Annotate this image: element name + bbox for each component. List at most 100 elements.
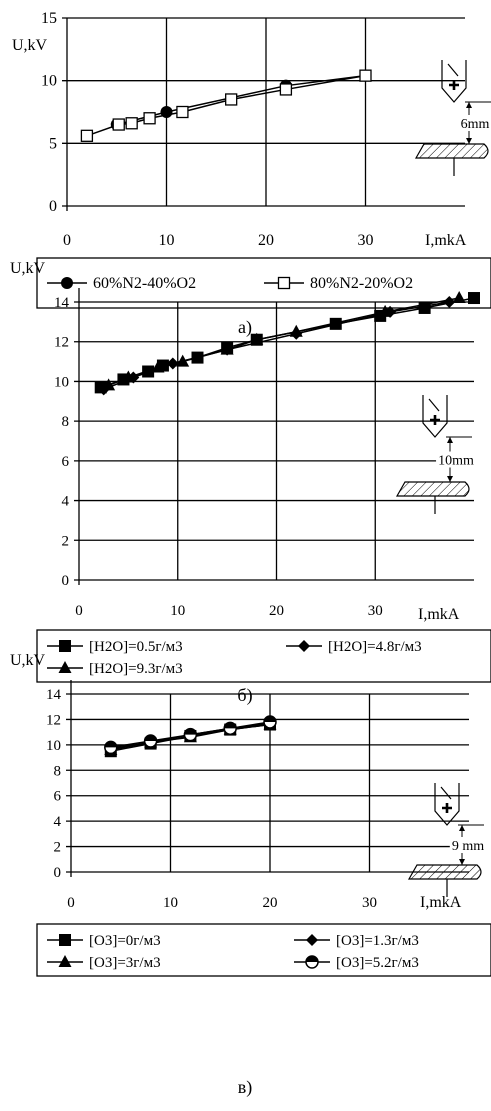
data-point <box>279 83 293 96</box>
plate-electrode <box>395 481 470 497</box>
legend: 60%N2-40%O2 80%N2-20%O2 <box>36 257 491 309</box>
data-point <box>143 734 158 748</box>
legend-label: [O3]=1.3г/м3 <box>336 933 419 949</box>
x-tick-label: 10 <box>159 232 175 249</box>
needle-electrode <box>422 395 448 438</box>
marker-fill <box>224 722 237 729</box>
x-tick-label: 30 <box>368 603 383 619</box>
x-tick-label: 30 <box>358 232 374 249</box>
data-point <box>220 342 234 355</box>
data-point <box>176 105 189 119</box>
legend-item: [O3]=3г/м3 <box>47 955 161 971</box>
y-tick-label: 0 <box>49 198 57 215</box>
x-tick-label: 0 <box>75 603 83 619</box>
panel-label: а) <box>238 317 252 338</box>
legend-marker <box>59 640 71 652</box>
data-point <box>225 93 238 106</box>
data-point <box>112 118 125 131</box>
legend-label: [O3]=0г/м3 <box>89 933 161 949</box>
y-axis-label: U,kV <box>10 260 46 277</box>
data-point <box>143 112 156 125</box>
data-point <box>378 304 392 317</box>
legend-item: [O3]=5.2г/м3 <box>294 955 419 971</box>
electrode-inset: 10mm <box>395 395 476 514</box>
legend-item: [H2O]=9.3г/м3 <box>47 661 183 677</box>
legend-marker <box>58 955 72 967</box>
needle-electrode <box>441 60 467 103</box>
y-tick-label: 10 <box>46 738 61 754</box>
y-tick-label: 4 <box>54 814 62 830</box>
legend-label: [H2O]=4.8г/м3 <box>328 639 422 655</box>
x-tick-label: 0 <box>63 232 71 249</box>
legend-item: 80%N2-20%O2 <box>264 275 413 292</box>
needle-shading <box>447 63 459 77</box>
y-tick-label: 5 <box>49 135 57 152</box>
legend-box <box>36 629 491 683</box>
gap-label-bg <box>449 837 487 853</box>
x-tick-label: 10 <box>170 603 185 619</box>
y-tick-label: 0 <box>62 573 70 589</box>
tip-cross <box>449 80 459 90</box>
y-tick-label: 0 <box>54 865 62 881</box>
gap-label: 9 mm <box>452 839 484 854</box>
y-tick-label: 14 <box>54 295 70 311</box>
panel-label: в) <box>238 1077 253 1098</box>
legend: [O3]=0г/м3 [O3]=1.3г/м3 [O3]=3г/м3 [O3]=5.2… <box>36 923 491 977</box>
legend-item: [O3]=0г/м3 <box>47 933 161 949</box>
data-point <box>104 740 118 755</box>
data-point <box>125 117 138 130</box>
chart-panel-1: 0 5 10 15 0 10 20 30 U,kV I,mkA 6mm 60%N2-40%O2 80%N… <box>12 10 491 338</box>
legend-label: [H2O]=9.3г/м3 <box>89 661 183 677</box>
y-tick-label: 12 <box>54 335 69 351</box>
x-axis-label: I,mkA <box>425 232 467 249</box>
data-point <box>176 354 190 367</box>
legend-marker <box>59 934 71 946</box>
y-tick-label: 10 <box>41 73 57 90</box>
y-tick-label: 14 <box>46 687 62 703</box>
marker-fill <box>264 715 276 722</box>
legend-marker <box>61 277 73 289</box>
data-point <box>468 292 480 305</box>
data-point <box>289 324 303 337</box>
panel-label: б) <box>237 685 252 706</box>
gap-label-bg <box>458 115 491 131</box>
data-point <box>102 378 116 391</box>
needle-electrode <box>434 783 460 826</box>
data-point <box>452 291 466 304</box>
legend-item: [H2O]=4.8г/м3 <box>286 639 422 655</box>
legend-item: 60%N2-40%O2 <box>47 275 196 292</box>
data-point <box>263 715 277 729</box>
x-axis-label: I,mkA <box>418 606 460 623</box>
x-axis-label: I,mkA <box>420 894 462 911</box>
data-point <box>223 721 237 736</box>
y-tick-label: 6 <box>62 454 70 470</box>
y-axis-label: U,kV <box>12 37 48 54</box>
y-tick-label: 2 <box>54 840 62 856</box>
y-tick-label: 12 <box>46 712 61 728</box>
legend-marker <box>298 640 310 652</box>
y-tick-label: 2 <box>62 533 70 549</box>
legend-marker <box>58 661 72 673</box>
electrode-inset: 6mm <box>414 60 491 176</box>
x-tick-label: 20 <box>263 895 278 911</box>
data-point <box>183 727 198 742</box>
legend-label: [O3]=5.2г/м3 <box>336 955 419 971</box>
y-tick-label: 4 <box>62 494 70 510</box>
y-tick-label: 8 <box>54 763 62 779</box>
data-point <box>80 129 94 142</box>
legend-marker <box>277 276 291 290</box>
data-point <box>250 332 264 345</box>
y-axis-label: U,kV <box>10 652 46 669</box>
marker-fill <box>144 735 157 742</box>
plate-electrode <box>414 143 489 159</box>
chart-panel-3: 0 2 4 6 8 10 12 14 0 10 20 30 U,kV I,mkA 9 mm [O3]=0г/м… <box>10 652 491 1098</box>
y-tick-label: 15 <box>41 10 57 27</box>
legend-label: [H2O]=0.5г/м3 <box>89 639 183 655</box>
gap-label-bg <box>436 451 476 468</box>
x-tick-label: 20 <box>258 232 274 249</box>
marker-fill <box>104 741 117 748</box>
marker-fill <box>306 956 318 962</box>
x-tick-label: 10 <box>163 895 178 911</box>
legend-marker <box>306 934 318 946</box>
